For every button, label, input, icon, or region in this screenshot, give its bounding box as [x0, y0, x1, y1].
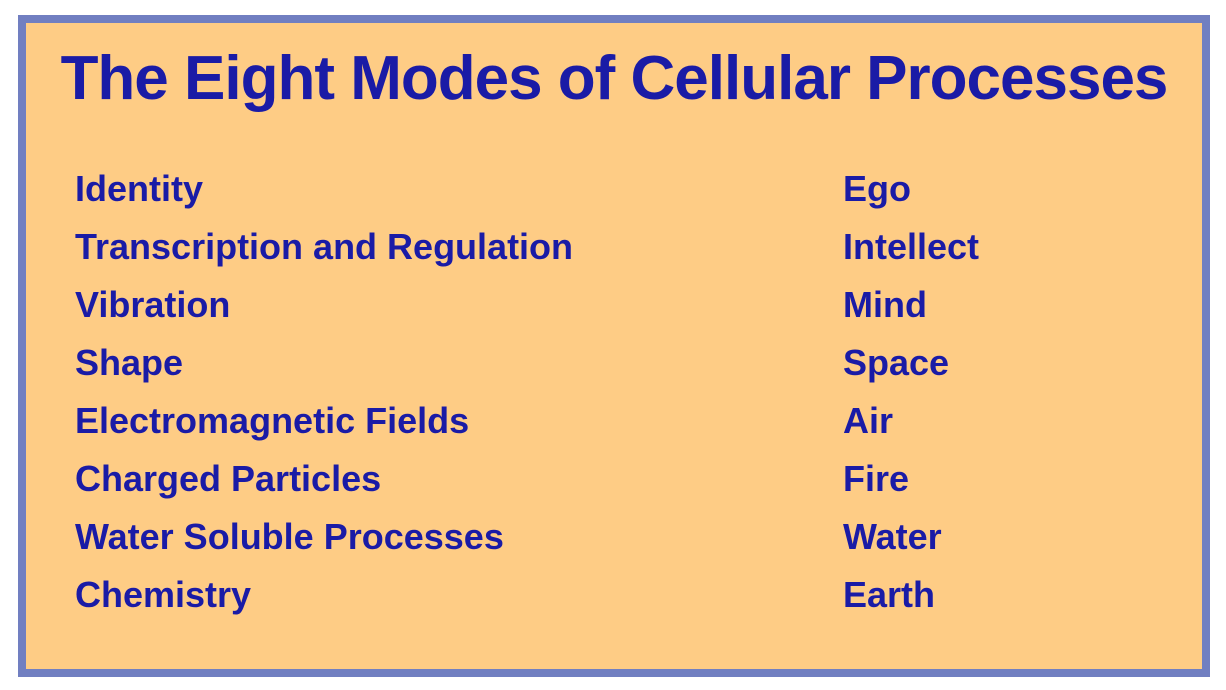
mode-label: Identity	[75, 168, 204, 210]
mode-label: Charged Particles	[75, 458, 382, 500]
list-row: Charged Particles Fire	[75, 450, 1202, 508]
element-label: Water	[843, 516, 942, 558]
element-label: Mind	[843, 284, 927, 326]
element-label: Fire	[843, 458, 910, 500]
element-label: Earth	[843, 574, 936, 616]
list-row: Electromagnetic Fields Air	[75, 392, 1202, 450]
slide-panel: The Eight Modes of Cellular Processes Id…	[18, 15, 1210, 677]
modes-list: Identity Ego Transcription and Regulatio…	[26, 160, 1202, 624]
mode-label: Water Soluble Processes	[75, 516, 504, 558]
list-row: Shape Space	[75, 334, 1202, 392]
list-row: Transcription and Regulation Intellect	[75, 218, 1202, 276]
list-row: Chemistry Earth	[75, 566, 1202, 624]
element-label: Intellect	[843, 226, 980, 268]
element-label: Air	[843, 400, 894, 442]
mode-label: Vibration	[75, 284, 231, 326]
mode-label: Electromagnetic Fields	[75, 400, 470, 442]
list-row: Water Soluble Processes Water	[75, 508, 1202, 566]
list-row: Identity Ego	[75, 160, 1202, 218]
mode-label: Transcription and Regulation	[75, 226, 574, 268]
element-label: Space	[843, 342, 950, 384]
list-row: Vibration Mind	[75, 276, 1202, 334]
element-label: Ego	[843, 168, 911, 210]
slide-title: The Eight Modes of Cellular Processes	[60, 44, 1169, 113]
mode-label: Chemistry	[75, 574, 252, 616]
mode-label: Shape	[75, 342, 184, 384]
